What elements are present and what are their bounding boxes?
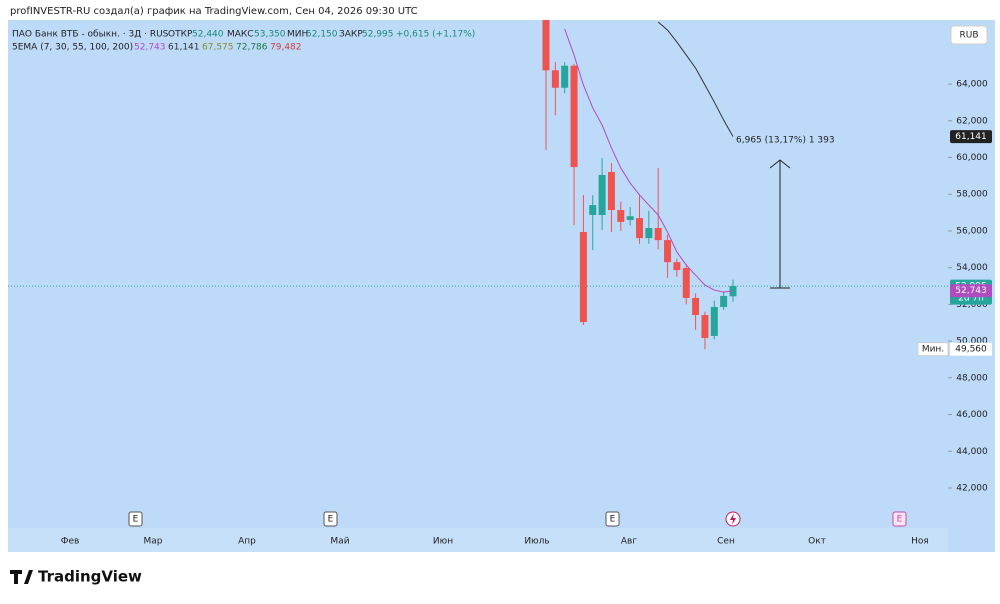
x-tick-label: Фев [61,537,80,547]
candle-body [561,65,569,88]
min-tag: Мин. [922,345,944,355]
y-tick-label: 48,000 [956,373,988,383]
candle-body [673,262,681,271]
candle-body [598,174,606,215]
y-tick-label: 56,000 [956,226,988,236]
candle-body [682,268,690,298]
x-tick-label: Ноя [911,537,929,547]
ema-short-label: 52,743 [955,286,987,296]
legend-label: ЗАКР [339,30,363,40]
svg-text:E: E [897,515,903,525]
y-tick-label: 64,000 [956,80,988,90]
candle-body [617,210,625,222]
candle-body [579,232,587,323]
ema-long-label-bg [950,130,992,144]
ema-line [657,21,734,137]
x-tick-label: Июль [524,537,549,547]
candle-body [570,65,578,168]
y-tick-label: 58,000 [956,190,988,200]
y-tick-label: 60,000 [956,153,988,163]
x-tick-label: Июн [433,537,453,547]
candle-body [636,218,643,239]
currency-button[interactable] [950,25,988,45]
y-tick-label: 52,000 [956,300,988,310]
legend-ema-values: 52,743 61,141 67,575 72,786 79,482 [134,43,302,53]
legend-value: 52,995 [362,30,394,40]
min-tag-bg [917,342,949,357]
candle-body [607,172,615,211]
candle-body [626,216,634,220]
x-tick-label: Сен [717,537,735,547]
countdown-label: 2d 7h [958,294,984,304]
x-tick-label: Май [330,537,349,547]
legend-ema-value: 67,575 [202,43,234,53]
legend-ema-value: 52,743 [134,43,166,53]
y-tick-label: 46,000 [956,410,988,420]
candle-body [664,240,672,263]
logo [10,570,33,584]
svg-text:E: E [133,515,139,525]
measure-tool [769,159,791,289]
svg-text:E: E [610,515,616,525]
ema-short-label-bg [950,284,992,298]
candle-body [710,306,718,336]
legend-change: +0,615 (+1,17%) [396,30,475,40]
legend-symbol: ПАО Банк ВТБ - обыкн. · 3Д · RUS [12,30,169,40]
currency[interactable]: RUB [959,31,978,41]
candle-body [645,228,653,239]
candle-body [720,295,728,307]
x-tick-label: Окт [808,537,826,547]
candle-body [589,205,597,215]
min-label: 49,560 [955,345,987,355]
candle-body [692,297,700,316]
candle-body [654,228,662,241]
svg-text:E: E [328,515,334,525]
legend-label: ОТКР [168,30,193,40]
min-label-bg [950,342,992,356]
y-tick-label: 42,000 [956,483,988,493]
legend-value: 53,350 [254,30,286,40]
y-tick-label: 44,000 [956,447,988,457]
y-tick-label: 62,000 [956,116,988,126]
y-tick-label: 50,000 [956,337,988,347]
legend-label: МАКС [227,30,254,40]
x-tick-label: Мар [144,537,163,547]
candle-body [542,20,550,71]
footer-logo: TradingView [38,568,142,586]
candle-body [701,315,709,338]
legend-value: 52,150 [306,30,338,40]
y-tick-label: 54,000 [956,263,988,273]
header: profINVESTR-RU создал(а) график на Tradi… [10,6,418,17]
legend-ema-value: 72,786 [236,43,268,53]
legend-value: 52,440 [192,30,224,40]
legend-ema-value: 61,141 [168,43,200,53]
measure-label: 6,965 (13,17%) 1 393 [736,136,835,146]
x-tick-label: Авг [621,537,637,547]
event-markers: E E E E [128,511,907,527]
x-tick-label: Апр [238,537,256,547]
candle-body [551,70,559,88]
time-axis [8,528,948,552]
legend-ema-value: 79,482 [270,43,302,53]
legend-label: МИН [287,30,308,40]
chart-background [8,20,995,552]
ema-long-label: 61,141 [955,132,987,142]
legend-ema-title: 5EMA (7, 30, 55, 100, 200) [12,43,133,53]
ema-line [564,28,734,293]
